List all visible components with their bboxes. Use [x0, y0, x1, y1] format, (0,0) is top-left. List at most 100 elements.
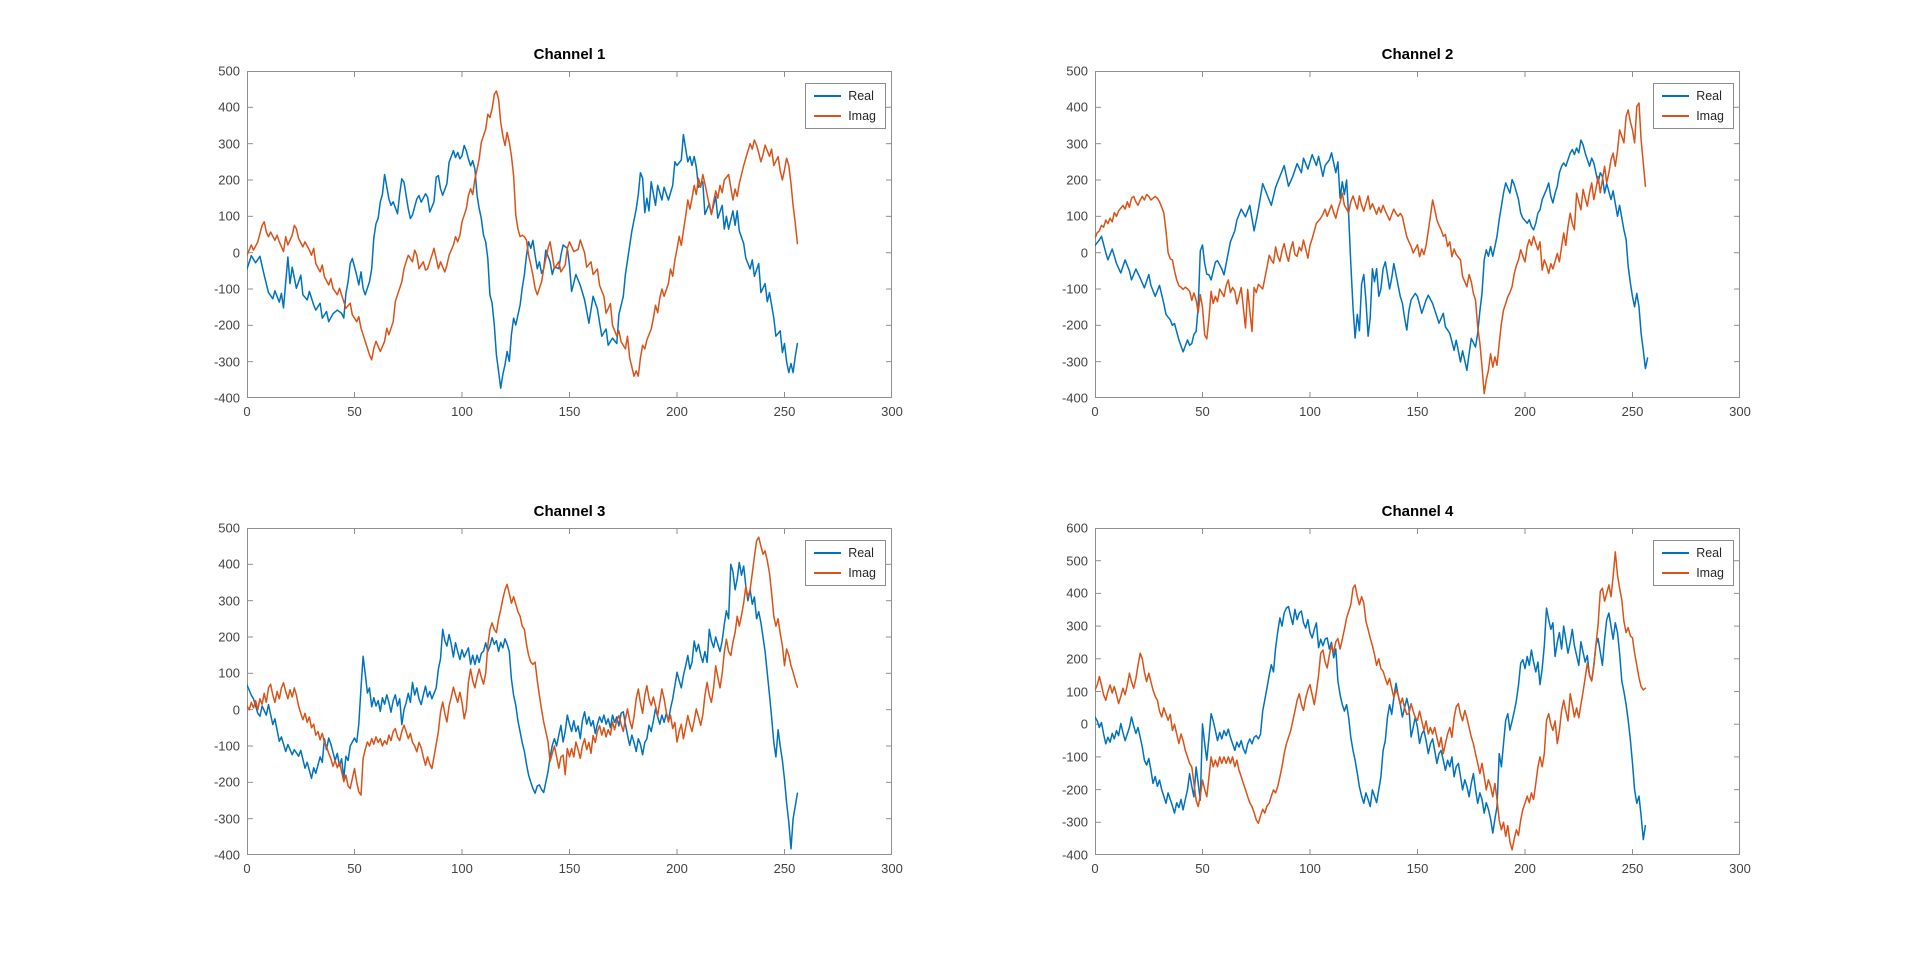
y-axis-tick-labels: -400 -300 -200 -100 0 100 200 300 400 500 — [1044, 64, 1088, 406]
y-tick-label: -100 — [1061, 749, 1088, 765]
imag-series-line — [247, 90, 799, 377]
axes-box — [247, 71, 892, 398]
channel-3-plot-area — [247, 528, 892, 855]
x-tick-label: 0 — [243, 861, 251, 876]
legend-label: Real — [1696, 546, 1722, 560]
y-tick-label: 0 — [232, 245, 240, 261]
x-tick-label: 100 — [1299, 404, 1321, 419]
y-tick-label: 300 — [218, 136, 240, 152]
x-tick-label: 200 — [666, 404, 688, 419]
y-axis-tick-labels: -400 -300 -200 -100 0 100 200 300 400 500 — [196, 64, 240, 406]
y-tick-label: 100 — [1066, 684, 1088, 699]
real-line-swatch — [1662, 552, 1690, 555]
y-tick-label: -100 — [1061, 281, 1088, 297]
y-tick-label: 0 — [1080, 245, 1088, 261]
x-tick-label: 150 — [1406, 861, 1429, 876]
x-tick-label: 100 — [451, 861, 473, 876]
y-tick-label: -400 — [1061, 390, 1088, 406]
y-tick-label: 400 — [1066, 585, 1088, 601]
legend: Real Imag — [1653, 83, 1734, 129]
x-tick-label: 200 — [1514, 861, 1536, 876]
x-tick-label: 50 — [347, 861, 362, 876]
real-series-line — [247, 133, 799, 389]
y-tick-label: -200 — [213, 317, 240, 333]
channel-1-subplot: Channel 1 -400 -300 -200 -100 0 100 200 300 400 5… — [214, 46, 903, 419]
channel-4-plot-area — [1095, 528, 1740, 855]
legend-label: Imag — [1696, 565, 1724, 580]
plot-title: Channel 4 — [1381, 503, 1454, 520]
imag-series-line — [1095, 102, 1647, 395]
x-tick-label: 200 — [1514, 404, 1536, 419]
legend-label: Imag — [848, 108, 876, 123]
y-tick-label: -400 — [213, 390, 240, 406]
real-line-swatch — [814, 95, 842, 98]
y-tick-label: -300 — [1061, 814, 1088, 830]
x-tick-label: 300 — [881, 404, 903, 419]
plot-title: Channel 1 — [533, 46, 606, 63]
y-tick-label: -300 — [213, 811, 240, 827]
legend-label: Imag — [848, 565, 876, 580]
x-tick-label: 300 — [1729, 404, 1751, 419]
legend-item-imag: Imag — [814, 565, 876, 580]
y-tick-label: 300 — [218, 593, 240, 609]
legend-label: Real — [848, 89, 874, 103]
x-tick-label: 250 — [773, 861, 796, 876]
channel-4-subplot: Channel 4 -400 -300 -200 -100 0 100 200 300 400 5… — [1062, 503, 1751, 876]
axes-box — [1095, 71, 1740, 398]
x-tick-label: 100 — [451, 404, 473, 419]
y-axis-tick-labels: -400 -300 -200 -100 0 100 200 300 400 500 — [196, 521, 240, 863]
y-tick-label: -400 — [213, 847, 240, 863]
legend: Real Imag — [1653, 540, 1734, 586]
real-line-swatch — [814, 552, 842, 555]
x-tick-label: 50 — [1195, 861, 1210, 876]
x-tick-label: 0 — [1091, 861, 1099, 876]
legend-item-imag: Imag — [1662, 108, 1724, 123]
y-tick-label: 400 — [1066, 99, 1088, 115]
y-tick-label: 100 — [218, 208, 240, 224]
legend-label: Imag — [1696, 108, 1724, 123]
legend-item-imag: Imag — [1662, 565, 1724, 580]
y-tick-label: 200 — [1066, 651, 1088, 667]
x-tick-label: 250 — [1621, 404, 1644, 419]
x-tick-label: 300 — [1729, 861, 1751, 876]
y-tick-label: 600 — [1066, 520, 1088, 536]
y-tick-label: -300 — [213, 354, 240, 370]
real-series-line — [1095, 605, 1647, 841]
legend-item-real: Real — [814, 547, 876, 560]
legend: Real Imag — [805, 540, 886, 586]
channel-1-plot-area — [247, 71, 892, 398]
y-tick-label: 500 — [1066, 553, 1088, 569]
x-tick-label: 50 — [1195, 404, 1210, 419]
y-tick-label: 100 — [218, 665, 240, 681]
legend-item-imag: Imag — [814, 108, 876, 123]
x-tick-label: 300 — [881, 861, 903, 876]
channel-2-subplot: Channel 2 -400 -300 -200 -100 0 100 200 300 400 5… — [1062, 46, 1751, 419]
y-tick-label: 300 — [1066, 136, 1088, 152]
x-tick-label: 150 — [1406, 404, 1429, 419]
plot-title: Channel 2 — [1381, 46, 1454, 63]
y-tick-label: -200 — [213, 774, 240, 790]
y-tick-label: -100 — [213, 738, 240, 754]
legend-item-real: Real — [814, 90, 876, 103]
legend-label: Real — [848, 546, 874, 560]
y-axis-tick-labels: -400 -300 -200 -100 0 100 200 300 400 500 600 — [1044, 521, 1088, 863]
imag-line-swatch — [1662, 571, 1690, 574]
axes-box — [247, 528, 892, 855]
x-tick-label: 200 — [666, 861, 688, 876]
y-tick-label: -200 — [1061, 317, 1088, 333]
y-tick-label: 500 — [218, 63, 240, 79]
channel-2-plot-area — [1095, 71, 1740, 398]
legend: Real Imag — [805, 83, 886, 129]
y-tick-label: -100 — [213, 281, 240, 297]
y-tick-label: 500 — [218, 520, 240, 536]
y-tick-label: 400 — [218, 556, 240, 572]
y-tick-label: 500 — [1066, 63, 1088, 79]
x-tick-label: 0 — [243, 404, 251, 419]
x-tick-label: 150 — [558, 404, 581, 419]
y-tick-label: 400 — [218, 99, 240, 115]
x-tick-label: 0 — [1091, 404, 1099, 419]
imag-series-line — [247, 536, 799, 796]
imag-line-swatch — [1662, 114, 1690, 117]
y-tick-label: 200 — [218, 172, 240, 188]
y-tick-label: 200 — [218, 629, 240, 645]
